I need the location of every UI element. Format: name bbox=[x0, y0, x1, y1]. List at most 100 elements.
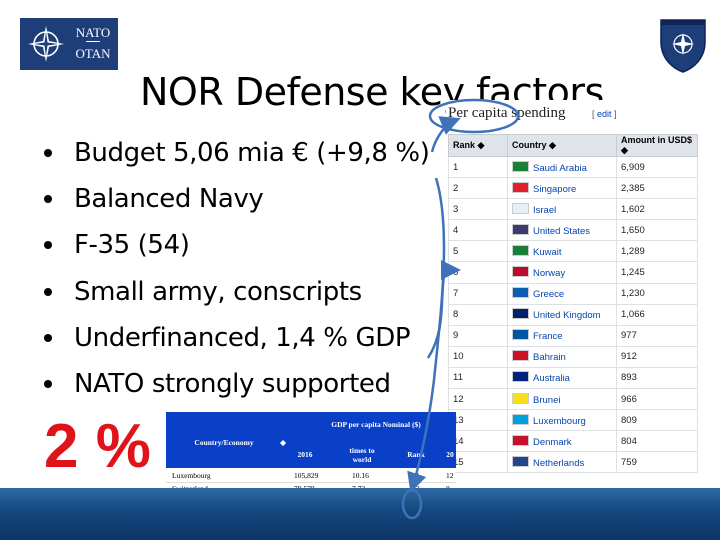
flag-icon bbox=[512, 181, 529, 193]
command-crest-icon bbox=[660, 19, 706, 73]
key-factors-list: Budget 5,06 mia € (+9,8 %) Balanced Navy… bbox=[40, 130, 430, 407]
col-amount[interactable]: Amount in USD$ ◆ bbox=[616, 134, 698, 157]
rank-cell: 8 bbox=[448, 303, 508, 326]
country-cell[interactable]: Brunei bbox=[507, 388, 617, 411]
country-cell[interactable]: Kuwait bbox=[507, 240, 617, 263]
country-cell[interactable]: Israel bbox=[507, 198, 617, 221]
gdp-2016: 105,829 bbox=[294, 471, 319, 480]
nato-star-icon bbox=[28, 26, 64, 62]
bullet-dot bbox=[44, 149, 52, 157]
table-row: 2 Singapore 2,385 bbox=[448, 177, 698, 200]
gdp-title: GDP per capita Nominal ($) bbox=[331, 420, 421, 429]
amount-cell: 1,289 bbox=[616, 240, 698, 263]
amount-cell: 912 bbox=[616, 345, 698, 368]
country-cell[interactable]: Australia bbox=[507, 366, 617, 390]
flag-icon bbox=[512, 434, 529, 446]
table-row: 12 Brunei 966 bbox=[448, 388, 698, 411]
rank-cell: 1 bbox=[448, 155, 508, 179]
table-row: 5 Kuwait 1,289 bbox=[448, 240, 698, 263]
flag-icon bbox=[512, 308, 529, 320]
bullet-text: Budget 5,06 mia € (+9,8 %) bbox=[74, 138, 430, 168]
nato-logo: NATO OTAN bbox=[20, 18, 118, 70]
flag-icon bbox=[512, 413, 529, 425]
amount-cell: 1,230 bbox=[616, 282, 698, 305]
bullet-text: Underfinanced, 1,4 % GDP bbox=[74, 322, 411, 353]
flag-icon bbox=[512, 244, 529, 256]
logo-divider bbox=[86, 41, 100, 42]
table-row: 3 Israel 1,602 bbox=[448, 198, 698, 221]
bullet-text: Balanced Navy bbox=[74, 184, 264, 215]
country-cell[interactable]: United Kingdom bbox=[507, 303, 617, 326]
country-cell[interactable]: Norway bbox=[507, 261, 617, 284]
flag-icon bbox=[512, 160, 529, 172]
rank-cell: 2 bbox=[448, 177, 508, 200]
flag-icon bbox=[512, 223, 529, 235]
country-cell[interactable]: Bahrain bbox=[507, 345, 617, 368]
flag-icon bbox=[512, 287, 529, 299]
table-row: 15 Netherlands 759 bbox=[448, 451, 698, 474]
rank-cell: 11 bbox=[448, 366, 508, 390]
bullet-army: Small army, conscripts bbox=[40, 269, 429, 315]
rank-cell: 6 bbox=[448, 261, 508, 284]
country-cell[interactable]: Greece bbox=[507, 282, 617, 305]
flag-icon bbox=[512, 202, 529, 214]
flag-icon bbox=[512, 371, 529, 383]
country-cell[interactable]: Singapore bbox=[507, 177, 617, 200]
table-row: 11 Australia 893 bbox=[448, 366, 698, 390]
country-cell[interactable]: United States bbox=[507, 219, 617, 242]
sort-icon[interactable]: ◆ bbox=[280, 438, 286, 447]
amount-cell: 809 bbox=[616, 409, 698, 432]
bullet-dot bbox=[44, 287, 52, 296]
table-row: 9 France 977 bbox=[448, 324, 698, 347]
col-rank[interactable]: Rank ◆ bbox=[448, 134, 508, 157]
rank-cell: 15 bbox=[448, 451, 508, 474]
gdp-rank: 1 bbox=[416, 471, 420, 480]
amount-cell: 977 bbox=[616, 324, 698, 347]
rank-cell: 9 bbox=[448, 324, 508, 347]
flag-icon bbox=[512, 455, 529, 467]
bullet-text: F-35 (54) bbox=[74, 230, 190, 261]
table-row: 13 Luxembourg 809 bbox=[448, 409, 698, 432]
country-cell[interactable]: France bbox=[507, 324, 617, 347]
flag-icon bbox=[512, 329, 529, 341]
bullet-dot bbox=[44, 241, 52, 250]
table-row: 1 Saudi Arabia 6,909 bbox=[448, 155, 698, 179]
amount-cell: 6,909 bbox=[616, 155, 698, 179]
country-cell[interactable]: Denmark bbox=[507, 430, 617, 453]
bullet-f35: F-35 (54) bbox=[40, 222, 429, 268]
bullet-underfinanced: Underfinanced, 1,4 % GDP bbox=[40, 315, 429, 361]
country-cell[interactable]: Saudi Arabia bbox=[507, 155, 617, 179]
bullet-dot bbox=[44, 195, 52, 204]
gdp-col-2016[interactable]: 2016 bbox=[297, 450, 313, 459]
country-cell[interactable]: Netherlands bbox=[507, 451, 617, 474]
rank-cell: 3 bbox=[448, 198, 508, 221]
flag-icon bbox=[512, 266, 529, 278]
table-row: 8 United Kingdom 1,066 bbox=[448, 303, 698, 326]
gdp-col-times[interactable]: times to world bbox=[349, 446, 375, 464]
amount-cell: 1,066 bbox=[616, 303, 698, 326]
table-row: 4 United States 1,650 bbox=[448, 219, 698, 242]
amount-cell: 893 bbox=[616, 366, 698, 390]
gdp-country: Luxembourg bbox=[172, 471, 211, 480]
amount-cell: 804 bbox=[616, 430, 698, 453]
two-percent-highlight: 2 % bbox=[44, 412, 151, 481]
per-capita-heading: Per capita spending bbox=[448, 105, 566, 121]
rank-cell: 13 bbox=[448, 409, 508, 432]
col-country[interactable]: Country ◆ bbox=[507, 134, 617, 157]
amount-cell: 759 bbox=[616, 451, 698, 474]
rank-cell: 5 bbox=[448, 240, 508, 263]
table-row: 14 Denmark 804 bbox=[448, 430, 698, 453]
edit-link[interactable]: edit bbox=[597, 109, 612, 119]
edit-section: [ edit ] bbox=[592, 109, 617, 119]
gdp-col-country[interactable]: Country/Economy bbox=[194, 438, 254, 447]
rank-cell: 7 bbox=[448, 282, 508, 305]
country-cell[interactable]: Luxembourg bbox=[507, 409, 617, 432]
flag-icon bbox=[512, 392, 529, 404]
bullet-text: Small army, conscripts bbox=[74, 276, 362, 307]
bullet-text: NATO strongly supported bbox=[74, 368, 391, 399]
bullet-nato: NATO strongly supported bbox=[40, 361, 429, 407]
amount-cell: 1,245 bbox=[616, 261, 698, 284]
bullet-dot bbox=[44, 379, 52, 388]
logo-line2: OTAN bbox=[75, 46, 111, 61]
gdp-col-rank[interactable]: Rank bbox=[407, 450, 425, 459]
